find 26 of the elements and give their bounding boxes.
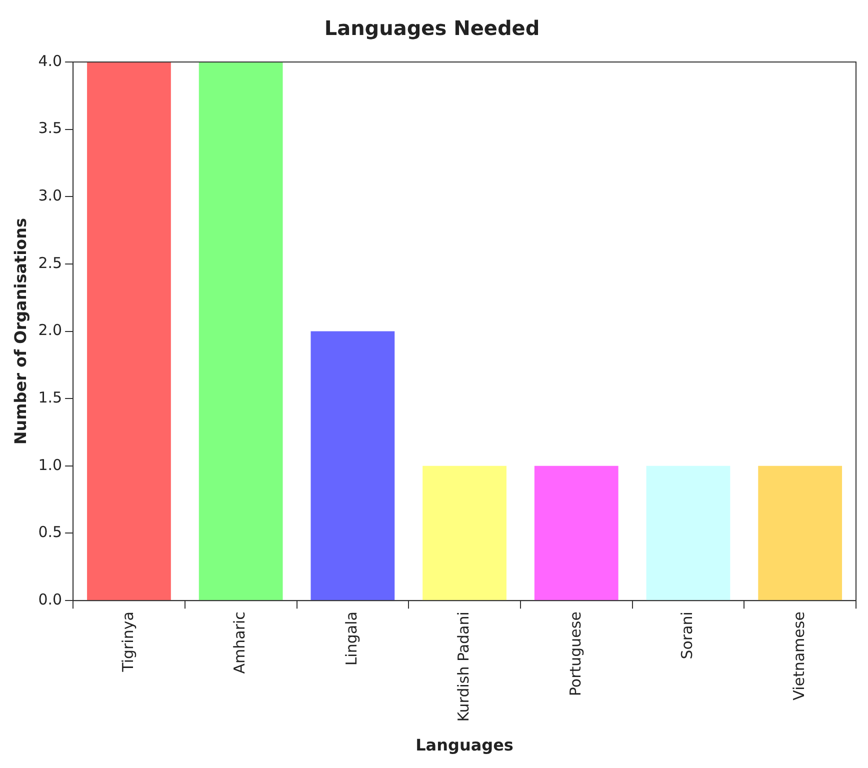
x-tick-label: Lingala: [342, 612, 361, 666]
y-tick-label: 1.5: [38, 388, 62, 406]
y-tick-label: 2.0: [38, 321, 62, 340]
x-axis-title: Languages: [416, 736, 514, 755]
y-tick-label: 0.5: [38, 523, 62, 542]
x-tick-label: Kurdish Padani: [454, 612, 472, 722]
y-tick-label: 3.0: [38, 186, 62, 205]
bar: [87, 62, 171, 600]
x-tick-label: Amharic: [230, 612, 249, 674]
y-tick-label: 3.5: [38, 119, 62, 138]
y-tick-label: 1.0: [38, 456, 62, 474]
bar: [758, 466, 842, 600]
bar: [198, 62, 283, 600]
y-tick-label: 0.0: [38, 590, 62, 608]
bar: [310, 331, 395, 600]
x-tick-label: Sorani: [678, 612, 696, 660]
chart-title: Languages Needed: [324, 16, 540, 40]
x-tick-label: Vietnamese: [790, 612, 808, 700]
y-tick-label: 2.5: [38, 254, 62, 272]
y-tick-label: 4.0: [38, 52, 62, 70]
bar: [534, 466, 618, 600]
y-axis-title: Number of Organisations: [10, 218, 30, 445]
bar: [422, 466, 506, 600]
x-tick-label: Portuguese: [566, 612, 584, 696]
x-tick-label: Tigrinya: [118, 612, 137, 673]
bar: [646, 466, 730, 600]
